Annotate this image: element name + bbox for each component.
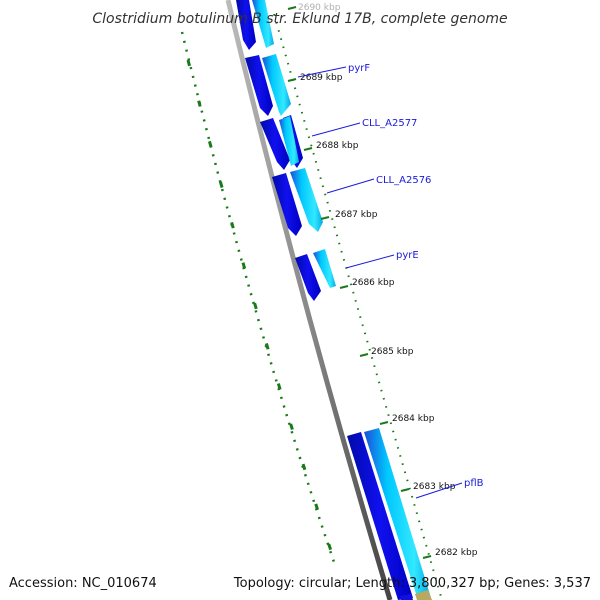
gene-label-pyrE[interactable]: pyrE (396, 250, 419, 261)
gene-label-CLL_A2576[interactable]: CLL_A2576 (376, 175, 431, 186)
gene-label-pyrF[interactable]: pyrF (348, 63, 370, 74)
accession-label: Accession: NC_010674 (9, 576, 157, 591)
kbp-scale: 2690 kbp 2689 kbp 2688 kbp 2687 kbp 2686… (287, 3, 478, 559)
gene-feature[interactable] (415, 590, 432, 600)
kbp-label: 2682 kbp (435, 548, 478, 558)
kbp-label: 2686 kbp (352, 278, 395, 288)
map-title: Clostridium botulinum B str. Eklund 17B,… (92, 11, 507, 27)
gene-feature[interactable] (364, 428, 431, 600)
reverse-strand-genes (236, 0, 413, 600)
kbp-label: 2683 kbp (413, 482, 456, 492)
kbp-label: 2688 kbp (316, 141, 359, 151)
gene-feature[interactable] (272, 173, 302, 236)
gc-content-track (180, 31, 338, 569)
position-ticks (273, 13, 443, 600)
gene-feature[interactable] (290, 168, 323, 232)
gene-feature[interactable] (245, 55, 273, 116)
kbp-label: 2685 kbp (371, 347, 414, 357)
kbp-label: 2690 kbp (298, 3, 341, 13)
gene-label-pflB[interactable]: pflB (464, 478, 484, 489)
gene-feature[interactable] (347, 432, 413, 600)
gene-labels: pyrF CLL_A2577 CLL_A2576 pyrE pflB (297, 63, 484, 499)
gene-feature[interactable] (260, 118, 290, 170)
kbp-label: 2687 kbp (335, 210, 378, 220)
forward-strand-genes (252, 0, 431, 600)
gene-label-CLL_A2577[interactable]: CLL_A2577 (362, 118, 417, 129)
gene-feature[interactable] (252, 0, 274, 48)
gene-feature[interactable] (295, 254, 321, 301)
gene-feature[interactable] (279, 116, 299, 166)
gene-feature[interactable] (400, 594, 413, 600)
genome-backbone (225, 0, 393, 600)
gene-feature[interactable] (313, 249, 336, 288)
kbp-label: 2684 kbp (392, 414, 435, 424)
kbp-label: 2689 kbp (300, 73, 343, 83)
gene-feature[interactable] (236, 0, 256, 50)
gene-feature[interactable] (262, 54, 291, 116)
genome-summary: Topology: circular; Length: 3,800,327 bp… (233, 576, 591, 591)
